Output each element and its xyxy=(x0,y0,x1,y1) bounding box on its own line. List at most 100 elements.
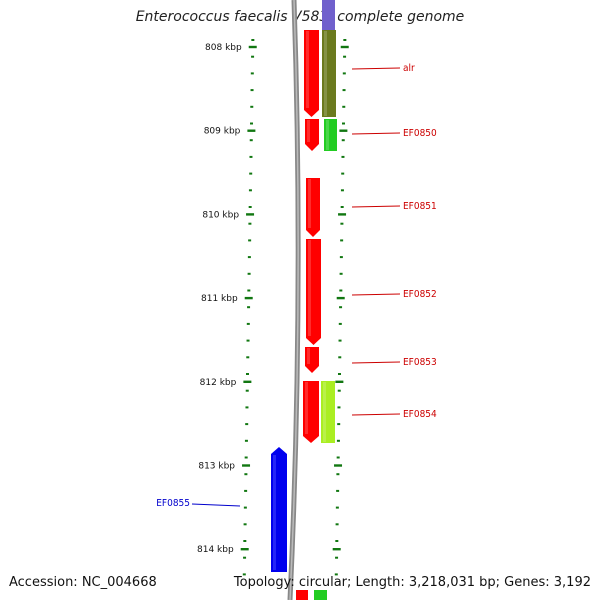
minor-tick-right xyxy=(336,456,340,459)
minor-tick-left xyxy=(244,473,248,476)
minor-tick-left xyxy=(248,189,252,192)
minor-tick-left xyxy=(250,72,254,75)
feature-layer xyxy=(271,0,337,600)
minor-tick-right xyxy=(335,523,339,526)
minor-tick-right xyxy=(340,189,344,192)
minor-tick-right xyxy=(340,206,344,208)
minor-tick-right xyxy=(343,39,347,41)
minor-tick-left xyxy=(243,506,247,509)
major-tick-right xyxy=(339,129,348,132)
minor-tick-right xyxy=(337,373,341,375)
major-tick-right xyxy=(340,45,349,49)
major-tick-left xyxy=(244,296,253,300)
minor-tick-right xyxy=(343,55,347,58)
major-tick-left xyxy=(240,548,249,551)
minor-tick-right xyxy=(339,272,343,275)
minor-tick-left xyxy=(242,573,246,576)
leader-line-ef0854 xyxy=(351,413,401,416)
tick-label: 812 kbp xyxy=(200,378,237,388)
minor-tick-right xyxy=(338,339,342,342)
cds-bar-shade xyxy=(326,120,329,150)
minor-tick-right xyxy=(339,289,343,292)
major-tick-left xyxy=(248,45,257,49)
major-tick-left xyxy=(246,213,255,216)
minor-tick-left xyxy=(244,439,248,442)
minor-tick-right xyxy=(336,489,340,492)
major-tick-right xyxy=(338,213,347,216)
minor-tick-right xyxy=(338,322,342,325)
tick-label: 811 kbp xyxy=(201,294,238,304)
cds-bar-shade xyxy=(323,382,326,442)
major-tick-right xyxy=(334,464,343,467)
minor-tick-left xyxy=(247,306,251,309)
gene-arrow-shade xyxy=(305,382,308,434)
minor-tick-right xyxy=(341,139,345,142)
minor-tick-right xyxy=(342,72,346,75)
minor-tick-right xyxy=(334,573,338,576)
gene-label-ef0853[interactable]: EF0853 xyxy=(403,357,437,368)
minor-tick-left xyxy=(249,139,253,142)
label-layer: alr EF0850 EF0851 EF0852 EF0853 EF0854 EF0855 xyxy=(156,63,437,509)
minor-tick-right xyxy=(336,439,340,442)
minor-tick-left xyxy=(249,172,253,175)
tick-label: 808 kbp xyxy=(205,43,242,53)
cds-bar-shade xyxy=(324,31,327,116)
minor-tick-right xyxy=(339,256,343,259)
minor-tick-right xyxy=(339,306,343,309)
minor-tick-left xyxy=(245,423,249,426)
minor-tick-left xyxy=(251,39,255,41)
gene-label-ef0855[interactable]: EF0855 xyxy=(156,498,190,509)
minor-tick-right xyxy=(335,506,339,509)
cds-bar-ef0850[interactable] xyxy=(324,119,337,151)
upstream-feature-bar xyxy=(322,0,335,33)
minor-tick-left xyxy=(247,256,251,259)
major-tick-right xyxy=(335,380,344,383)
minor-tick-left xyxy=(248,239,252,242)
minor-tick-left xyxy=(249,155,253,158)
minor-tick-right xyxy=(337,406,341,409)
minor-tick-left xyxy=(245,406,249,409)
minor-tick-right xyxy=(340,222,344,225)
minor-tick-left xyxy=(243,540,247,542)
minor-tick-left xyxy=(250,122,254,125)
minor-tick-left xyxy=(244,456,248,459)
gene-label-ef0852[interactable]: EF0852 xyxy=(403,289,437,300)
gene-label-ef0850[interactable]: EF0850 xyxy=(403,128,437,139)
minor-tick-left xyxy=(248,222,252,225)
gene-arrow-shade xyxy=(308,240,311,336)
minor-tick-right xyxy=(336,473,340,476)
minor-tick-left xyxy=(246,356,250,359)
gene-arrow-shade xyxy=(307,120,310,142)
major-tick-left xyxy=(242,464,251,467)
cds-bar-alr[interactable] xyxy=(322,30,336,117)
minor-tick-left xyxy=(246,339,250,342)
topology-text: Topology: circular; Length: 3,218,031 bp… xyxy=(233,575,591,590)
major-tick-left xyxy=(243,380,252,383)
downstream-gene-bar xyxy=(296,590,308,600)
gene-label-ef0851[interactable]: EF0851 xyxy=(403,201,437,212)
gene-arrow-shade xyxy=(273,455,276,570)
leader-line-ef0852 xyxy=(351,293,401,296)
cds-bar-ef0854[interactable] xyxy=(321,381,335,443)
gene-label-ef0854[interactable]: EF0854 xyxy=(403,409,437,420)
leader-line-ef0855 xyxy=(191,503,241,507)
minor-tick-right xyxy=(335,540,339,542)
accession-text: Accession: NC_004668 xyxy=(9,575,157,590)
backbone-layer xyxy=(287,0,301,600)
tick-label: 809 kbp xyxy=(204,127,241,137)
minor-tick-right xyxy=(340,239,344,242)
leader-line-alr xyxy=(351,67,401,70)
minor-tick-left xyxy=(243,556,247,559)
minor-tick-left xyxy=(246,322,250,325)
major-tick-right xyxy=(332,548,341,551)
minor-tick-left xyxy=(247,272,251,275)
minor-tick-right xyxy=(342,89,346,92)
minor-tick-right xyxy=(342,122,346,125)
minor-tick-left xyxy=(245,373,249,375)
gene-label-alr[interactable]: alr xyxy=(403,63,415,74)
minor-tick-left xyxy=(250,105,254,108)
minor-tick-left xyxy=(250,89,254,92)
leader-line-ef0851 xyxy=(351,205,401,208)
minor-tick-left xyxy=(244,489,248,492)
